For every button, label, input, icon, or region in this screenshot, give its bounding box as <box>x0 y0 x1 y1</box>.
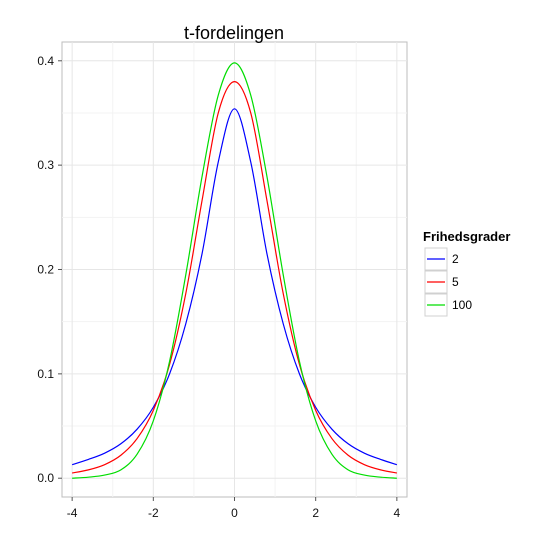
legend-label: 100 <box>452 298 472 312</box>
legend-title: Frihedsgrader <box>423 229 510 244</box>
series-line-df-2 <box>71 108 398 466</box>
series-layer <box>71 62 398 479</box>
legend-label: 2 <box>452 252 459 266</box>
x-tick-label: -4 <box>67 506 78 520</box>
legend-label: 5 <box>452 275 459 289</box>
y-tick-label: 0.3 <box>37 158 54 172</box>
y-tick-label: 0.4 <box>37 54 54 68</box>
x-axis: -4 -2 0 2 4 <box>67 497 401 520</box>
y-tick-label: 0.1 <box>37 367 54 381</box>
major-grid <box>62 42 407 497</box>
x-tick-label: -2 <box>148 506 159 520</box>
y-tick-label: 0.0 <box>37 471 54 485</box>
legend: Frihedsgrader 2 5 100 <box>423 229 510 317</box>
y-tick-label: 0.2 <box>37 263 54 277</box>
x-tick-label: 0 <box>231 506 238 520</box>
series-line-df-100 <box>72 62 397 479</box>
series-line-df-5 <box>72 81 397 474</box>
y-axis: 0.0 0.1 0.2 0.3 0.4 <box>37 54 62 485</box>
chart-title: t-fordelingen <box>184 23 284 43</box>
x-tick-label: 4 <box>394 506 401 520</box>
x-tick-label: 2 <box>312 506 319 520</box>
